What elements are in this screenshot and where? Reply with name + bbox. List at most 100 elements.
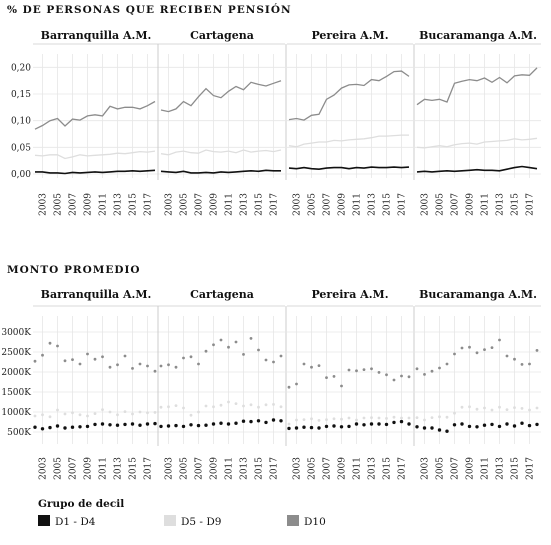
point-d1-d4 <box>294 426 299 430</box>
facet-panel: Pereira A.M. 2003 2005 2007 2009 2011 2013 2015… <box>285 288 413 480</box>
x-tick-label: 2003 <box>293 457 303 480</box>
point-d5-d9 <box>430 416 434 419</box>
facet-title: Bucaramanga A.M. <box>419 29 537 42</box>
point-d10 <box>63 359 67 363</box>
point-d5-d9 <box>362 416 366 420</box>
point-d5-d9 <box>189 413 193 417</box>
point-d1-d4 <box>159 424 163 429</box>
point-d1-d4 <box>166 424 171 428</box>
point-d10 <box>528 362 531 366</box>
point-d5-d9 <box>475 407 479 411</box>
point-d5-d9 <box>468 405 471 409</box>
point-d5-d9 <box>204 404 208 408</box>
legend-swatch-d1-d4 <box>38 515 50 526</box>
point-d1-d4 <box>430 426 434 430</box>
x-tick-label: 2013 <box>368 193 378 216</box>
point-d1-d4 <box>93 422 97 427</box>
point-d10 <box>257 348 260 352</box>
point-d1-d4 <box>354 422 359 426</box>
x-tick-label: 2009 <box>466 193 476 216</box>
x-tick-label: 2007 <box>195 193 205 216</box>
x-tick-label: 2007 <box>195 457 205 480</box>
point-d1-d4 <box>527 423 532 428</box>
point-d10 <box>498 338 501 342</box>
legend-label-d1-d4: D1 - D4 <box>55 516 96 528</box>
point-d10 <box>483 348 486 351</box>
point-d5-d9 <box>513 406 516 409</box>
x-tick-label: 2013 <box>114 457 124 480</box>
point-d5-d9 <box>302 418 306 421</box>
point-d5-d9 <box>392 415 396 419</box>
point-d5-d9 <box>138 410 142 414</box>
point-d5-d9 <box>370 416 373 419</box>
point-d10 <box>41 353 44 357</box>
point-d10 <box>272 360 275 364</box>
point-d5-d9 <box>33 414 37 418</box>
x-tick-label: 2007 <box>69 193 79 216</box>
point-d10 <box>445 362 449 366</box>
x-tick-label: 2015 <box>511 193 521 216</box>
point-d10 <box>242 353 245 356</box>
point-d1-d4 <box>460 422 464 426</box>
point-d5-d9 <box>131 412 134 416</box>
series-line-d5-d9 <box>160 149 282 156</box>
point-d10 <box>468 345 471 349</box>
point-d5-d9 <box>498 405 501 409</box>
point-d5-d9 <box>257 405 260 409</box>
facet-title: Cartagena <box>190 29 254 42</box>
facet-title: Barranquilla A.M. <box>41 288 152 301</box>
point-d1-d4 <box>130 422 135 426</box>
point-d10 <box>204 349 208 353</box>
point-d10 <box>332 375 336 378</box>
x-tick-label: 2013 <box>496 193 506 216</box>
point-d1-d4 <box>505 422 509 426</box>
point-d1-d4 <box>339 425 344 429</box>
point-d5-d9 <box>520 407 524 410</box>
point-d1-d4 <box>309 425 314 430</box>
point-d10 <box>392 378 396 382</box>
point-d10 <box>287 385 291 389</box>
x-tick-label: 2013 <box>240 193 250 216</box>
point-d1-d4 <box>181 424 186 429</box>
point-d5-d9 <box>272 403 275 406</box>
point-d10 <box>108 365 112 369</box>
point-d1-d4 <box>264 420 268 425</box>
point-d10 <box>415 367 419 371</box>
point-d5-d9 <box>123 410 127 413</box>
point-d10 <box>453 352 456 356</box>
x-tick-label: 2011 <box>481 457 491 480</box>
point-d5-d9 <box>325 418 328 421</box>
x-tick-label: 2013 <box>368 457 378 480</box>
point-d1-d4 <box>211 422 216 426</box>
series-line-d1-d4 <box>416 165 538 173</box>
point-d5-d9 <box>347 416 351 420</box>
point-d5-d9 <box>377 416 381 420</box>
point-d1-d4 <box>347 424 351 429</box>
facet-panel: Pereira A.M. 2003 2005 2007 2009 2011 2013 2015… <box>285 29 413 216</box>
point-d5-d9 <box>167 405 170 409</box>
point-d10 <box>33 359 37 363</box>
point-d10 <box>182 356 185 360</box>
x-tick-label: 2017 <box>144 457 154 480</box>
x-tick-label: 2005 <box>54 457 64 480</box>
facet-title: Bucaramanga A.M. <box>419 288 537 301</box>
point-d10 <box>475 351 479 355</box>
point-d1-d4 <box>63 426 67 430</box>
point-d10 <box>167 363 170 367</box>
y-tick-label: 0,20 <box>11 63 31 73</box>
point-d5-d9 <box>438 415 441 419</box>
point-d5-d9 <box>407 416 411 420</box>
point-d5-d9 <box>212 405 215 409</box>
point-d5-d9 <box>445 415 449 419</box>
point-d5-d9 <box>227 400 230 404</box>
point-d1-d4 <box>70 425 75 429</box>
point-d10 <box>385 373 388 377</box>
point-d1-d4 <box>535 422 539 427</box>
point-d10 <box>325 376 328 379</box>
legend: Grupo de decil D1 - D4 D5 - D9 D10 <box>38 498 326 528</box>
point-d10 <box>227 345 230 349</box>
point-d5-d9 <box>340 417 343 421</box>
x-tick-label: 2005 <box>180 457 190 480</box>
facet-panel: Bucaramanga A.M. 2003 2005 2007 2009 2011 2013… <box>413 288 541 480</box>
